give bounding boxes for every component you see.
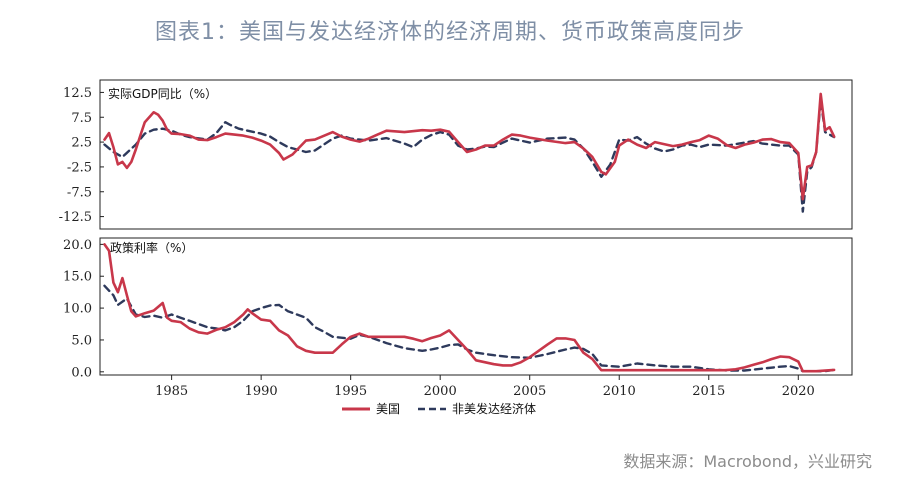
upper-series-adv [103, 98, 836, 213]
lower-x-tick-label: 2010 [603, 384, 636, 399]
lower-series [103, 243, 836, 373]
lower-x-tick-label: 2005 [513, 384, 546, 399]
lower-x-tick-label: 1995 [334, 384, 367, 399]
legend-label-us: 美国 [376, 402, 400, 416]
lower-series-adv [103, 284, 836, 373]
upper-y-tick-label: -2.5 [67, 160, 92, 175]
upper-y-tick-label: 7.5 [71, 111, 92, 126]
chart-title: 图表1：美国与发达经济体的经济周期、货币政策高度同步 [155, 20, 745, 45]
upper-y-tick-label: -12.5 [59, 210, 92, 225]
lower-y-tick-label: 15.0 [63, 270, 92, 285]
lower-y-tick-label: 0.0 [71, 365, 92, 380]
legend: 美国 非美发达经济体 [342, 401, 536, 416]
lower-x-tick-label: 2000 [424, 384, 457, 399]
upper-panel-frame [99, 79, 853, 230]
upper-y-tick-label: -7.5 [67, 185, 92, 200]
lower-series-us [103, 243, 836, 373]
lower-panel-frame [99, 237, 853, 376]
upper-series [103, 92, 836, 213]
upper-panel-title: 实际GDP同比（%） [108, 86, 217, 101]
lower-y-tick-label: 20.0 [63, 238, 92, 253]
lower-x-tick-label: 2020 [782, 384, 815, 399]
lower-y-tick-label: 5.0 [71, 333, 92, 348]
lower-x-tick-label: 2015 [692, 384, 725, 399]
lower-axes: 20.0 15.0 10.0 5.0 0.0 1985 1990 1995 2000 2005 20… [63, 238, 815, 399]
upper-series-us [103, 92, 836, 201]
lower-x-tick-label: 1985 [155, 384, 188, 399]
upper-y-tick-label: 12.5 [63, 86, 92, 101]
lower-y-tick-label: 10.0 [63, 302, 92, 317]
lower-panel-title: 政策利率（%） [110, 240, 193, 255]
upper-axes: 12.5 7.5 2.5 -2.5 -7.5 -12.5 [59, 86, 104, 225]
source-note: 数据来源：Macrobond，兴业研究 [623, 452, 872, 471]
upper-y-tick-label: 2.5 [71, 136, 92, 151]
legend-label-adv: 非美发达经济体 [452, 401, 536, 416]
lower-x-tick-label: 1990 [245, 384, 278, 399]
